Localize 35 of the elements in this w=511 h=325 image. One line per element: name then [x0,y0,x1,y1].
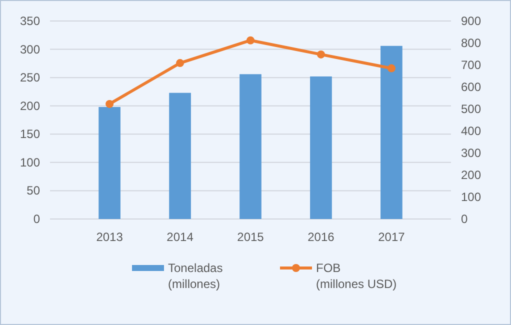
point [176,59,184,68]
y2-tick-label: 100 [461,190,482,204]
y-tick-label: 350 [20,14,40,28]
y-tick-label: 300 [20,42,40,56]
y-tick-label: 200 [20,98,40,113]
y2-tick-label: 500 [461,102,482,116]
legend-label: FOB (millones USD) [316,261,397,291]
y2-tick-label: 0 [461,212,468,226]
point [316,50,325,58]
bar [98,106,120,219]
y-tick-label: 150 [20,127,40,142]
bar [240,74,262,219]
bar [169,92,191,219]
point [106,100,114,108]
y2-tick-label: 700 [461,58,482,72]
x-tick-label: 2014 [166,230,194,244]
y-tick-label: 100 [20,155,40,170]
x-tick-label: 2015 [237,230,264,244]
bar [310,76,332,219]
x-tick-label: 2017 [378,230,406,244]
point [387,64,396,72]
y2-tick-label: 300 [461,146,482,160]
y-tick-label: 50 [26,184,40,198]
y2-tick-label: 800 [461,36,482,50]
x-tick-label: 2016 [308,230,335,244]
y2-tick-label: 200 [461,168,482,182]
x-tick-label: 2013 [96,230,124,244]
y2-tick-label: 400 [461,124,482,138]
y-tick-label: 250 [20,70,40,85]
y2-tick-label: 600 [461,80,482,94]
y2-tick-label: 900 [461,14,482,28]
y-tick-label: 0 [33,212,40,226]
bar [380,46,402,219]
legend-label: Toneladas (millones) [168,261,223,291]
point [246,36,254,44]
